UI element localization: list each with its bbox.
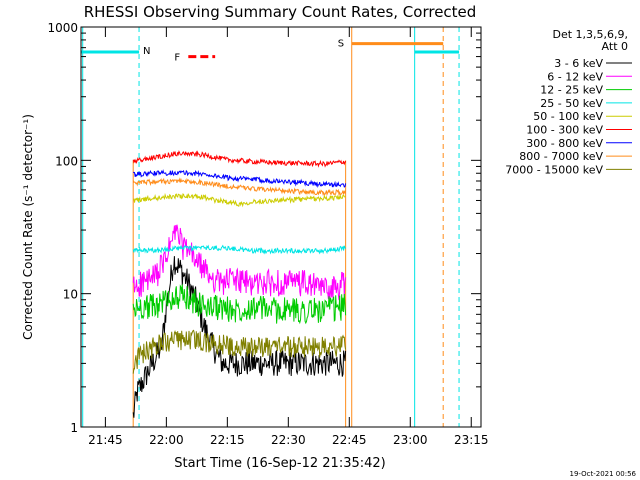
series-line-2: [132, 284, 347, 325]
x-tick-label-0: 21:45: [88, 433, 123, 447]
legend-header-0: Det 1,3,5,6,9,: [552, 28, 628, 41]
y-axis-ticks: 1 10 100 1000: [47, 21, 481, 435]
plot-area: N S F: [81, 27, 460, 427]
series-line-8: [132, 329, 347, 374]
x-axis-label: Start Time (16-Sep-12 21:35:42): [174, 456, 385, 471]
legend-label-6: 300 - 800 keV: [526, 137, 603, 150]
night-label: N: [143, 46, 150, 57]
series-line-5: [132, 150, 347, 168]
legend-label-1: 6 - 12 keV: [547, 70, 603, 83]
x-axis-ticks: 21:45 22:00 22:15 22:30 22:45 23:00 23:15: [88, 27, 489, 447]
series-line-7: [132, 177, 347, 197]
legend-label-7: 800 - 7000 keV: [519, 150, 603, 163]
series-line-1: [132, 224, 347, 301]
flare-label: F: [174, 53, 180, 64]
x-tick-label-4: 22:45: [332, 433, 367, 447]
y-tick-label-1: 10: [63, 288, 78, 302]
legend-label-0: 3 - 6 keV: [554, 57, 603, 70]
series-line-4: [133, 192, 346, 208]
legend-label-4: 50 - 100 keV: [533, 110, 603, 123]
x-tick-label-1: 22:00: [149, 433, 184, 447]
x-tick-label-2: 22:15: [210, 433, 245, 447]
footer-date: 19-Oct-2021 00:56: [570, 470, 637, 478]
plot-frame: [80, 26, 482, 428]
series-line-6: [132, 169, 347, 188]
legend-label-8: 7000 - 15000 keV: [505, 163, 603, 176]
chart-title: RHESSI Observing Summary Count Rates, Co…: [84, 3, 477, 21]
saa-label: S: [338, 39, 344, 50]
legend-label-2: 12 - 25 keV: [540, 84, 603, 97]
y-axis-label: Corrected Count Rate (s⁻¹ detector⁻¹): [21, 114, 35, 340]
x-tick-label-6: 23:15: [454, 433, 489, 447]
y-tick-label-0: 1: [70, 421, 78, 435]
legend-label-3: 25 - 50 keV: [540, 97, 603, 110]
y-tick-label-2: 100: [55, 154, 78, 168]
x-tick-label-3: 22:30: [271, 433, 306, 447]
y-tick-label-3: 1000: [47, 21, 78, 35]
legend-label-5: 100 - 300 keV: [526, 124, 603, 137]
series-line-3: [132, 244, 347, 255]
x-tick-label-5: 23:00: [393, 433, 428, 447]
legend-header-1: Att 0: [602, 40, 628, 53]
